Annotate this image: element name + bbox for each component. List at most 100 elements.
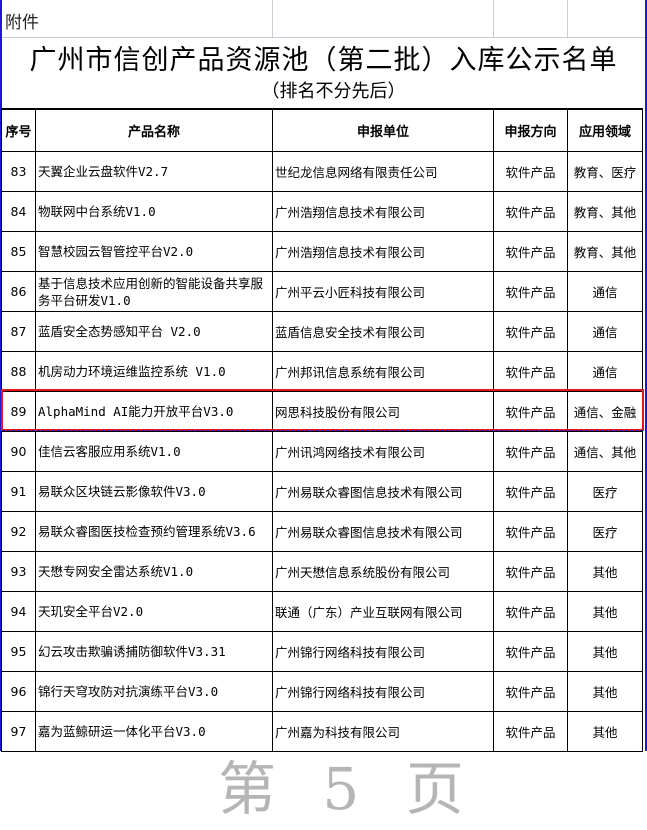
gridline bbox=[493, 0, 494, 37]
product-name: 机房动力环境运维监控系统 V1.0 bbox=[35, 351, 273, 392]
table-row: 97 嘉为蓝鲸研运一体化平台V3.0 广州嘉为科技有限公司 软件产品 其他 bbox=[1, 711, 643, 752]
col-header-company: 申报单位 bbox=[272, 108, 494, 152]
application-field: 教育、医疗 bbox=[567, 151, 643, 192]
row-no: 94 bbox=[1, 591, 36, 632]
col-header-field: 应用领域 bbox=[567, 108, 643, 152]
row-no: 95 bbox=[1, 631, 36, 672]
product-name: 嘉为蓝鲸研运一体化平台V3.0 bbox=[35, 711, 273, 752]
table-row: 86 基于信息技术应用创新的智能设备共享服务平台研发V1.0 广州平云小匠科技有限公… bbox=[1, 271, 643, 312]
page-title: 广州市信创产品资源池（第二批）入库公示名单 bbox=[29, 45, 618, 76]
selection-dashed-line bbox=[2, 430, 643, 431]
col-header-no: 序号 bbox=[1, 108, 36, 152]
application-field: 医疗 bbox=[567, 471, 643, 512]
page-watermark: 第 5 页 bbox=[218, 755, 478, 823]
row-no: 91 bbox=[1, 471, 36, 512]
table-row: 87 蓝盾安全态势感知平台 V2.0 蓝盾信息安全技术有限公司 软件产品 通信 bbox=[1, 311, 643, 352]
product-name: 天玑安全平台V2.0 bbox=[35, 591, 273, 632]
application-field: 其他 bbox=[567, 551, 643, 592]
direction: 软件产品 bbox=[493, 151, 568, 192]
page-subtitle: （排名不分先后） bbox=[261, 81, 406, 102]
table-row: 83 天翼企业云盘软件V2.7 世纪龙信息网络有限责任公司 软件产品 教育、医疗 bbox=[1, 151, 643, 192]
direction: 软件产品 bbox=[493, 231, 568, 272]
table-header: 序号 产品名称 申报单位 申报方向 应用领域 bbox=[1, 108, 643, 152]
application-field: 其他 bbox=[567, 591, 643, 632]
table-row: 92 易联众睿图医技检查预约管理系统V3.6 广州易联众睿图信息技术有限公司 软件产品… bbox=[1, 511, 643, 552]
row-no: 90 bbox=[1, 431, 36, 472]
direction: 软件产品 bbox=[493, 431, 568, 472]
direction: 软件产品 bbox=[493, 511, 568, 552]
row-no: 92 bbox=[1, 511, 36, 552]
product-name: 物联网中台系统V1.0 bbox=[35, 191, 273, 232]
attachment-label: 附件 bbox=[5, 13, 39, 33]
company-name: 广州浩翔信息技术有限公司 bbox=[272, 191, 494, 232]
application-field: 教育、其他 bbox=[567, 231, 643, 272]
product-name: 佳信云客服应用系统V1.0 bbox=[35, 431, 273, 472]
product-name: 基于信息技术应用创新的智能设备共享服务平台研发V1.0 bbox=[35, 271, 273, 312]
company-name: 联通（广东）产业互联网有限公司 bbox=[272, 591, 494, 632]
product-name: 智慧校园云智管控平台V2.0 bbox=[35, 231, 273, 272]
direction: 软件产品 bbox=[493, 711, 568, 752]
company-name: 广州易联众睿图信息技术有限公司 bbox=[272, 471, 494, 512]
product-name: AlphaMind AI能力开放平台V3.0 bbox=[35, 391, 273, 432]
gridline bbox=[567, 0, 568, 37]
attachment-row: 附件 bbox=[2, 0, 645, 38]
company-name: 广州平云小匠科技有限公司 bbox=[272, 271, 494, 312]
application-field: 其他 bbox=[567, 631, 643, 672]
product-name: 蓝盾安全态势感知平台 V2.0 bbox=[35, 311, 273, 352]
col-header-product: 产品名称 bbox=[35, 108, 273, 152]
table-row: 95 幻云攻击欺骗诱捕防御软件V3.31 广州锦行网络科技有限公司 软件产品 其他 bbox=[1, 631, 643, 672]
company-name: 广州锦行网络科技有限公司 bbox=[272, 671, 494, 712]
table-row: 85 智慧校园云智管控平台V2.0 广州浩翔信息技术有限公司 软件产品 教育、其他 bbox=[1, 231, 643, 272]
company-name: 世纪龙信息网络有限责任公司 bbox=[272, 151, 494, 192]
row-no: 86 bbox=[1, 271, 36, 312]
row-no: 84 bbox=[1, 191, 36, 232]
direction: 软件产品 bbox=[493, 591, 568, 632]
company-name: 广州讯鸿网络技术有限公司 bbox=[272, 431, 494, 472]
application-field: 其他 bbox=[567, 671, 643, 712]
direction: 软件产品 bbox=[493, 351, 568, 392]
company-name: 广州易联众睿图信息技术有限公司 bbox=[272, 511, 494, 552]
application-field: 教育、其他 bbox=[567, 191, 643, 232]
direction: 软件产品 bbox=[493, 271, 568, 312]
row-no: 85 bbox=[1, 231, 36, 272]
direction: 软件产品 bbox=[493, 551, 568, 592]
application-field: 通信 bbox=[567, 351, 643, 392]
row-no: 87 bbox=[1, 311, 36, 352]
company-name: 广州锦行网络科技有限公司 bbox=[272, 631, 494, 672]
direction: 软件产品 bbox=[493, 311, 568, 352]
table-row: 89 AlphaMind AI能力开放平台V3.0 网思科技股份有限公司 软件产品 通信… bbox=[1, 391, 643, 432]
row-no: 89 bbox=[1, 391, 36, 432]
product-name: 锦行天穹攻防对抗演练平台V3.0 bbox=[35, 671, 273, 712]
product-name: 易联众睿图医技检查预约管理系统V3.6 bbox=[35, 511, 273, 552]
application-field: 医疗 bbox=[567, 511, 643, 552]
direction: 软件产品 bbox=[493, 191, 568, 232]
product-name: 易联众区块链云影像软件V3.0 bbox=[35, 471, 273, 512]
product-name: 天懋专网安全雷达系统V1.0 bbox=[35, 551, 273, 592]
row-no: 83 bbox=[1, 151, 36, 192]
application-field: 通信、金融 bbox=[567, 391, 643, 432]
table-row: 93 天懋专网安全雷达系统V1.0 广州天懋信息系统股份有限公司 软件产品 其他 bbox=[1, 551, 643, 592]
col-header-direction: 申报方向 bbox=[493, 108, 568, 152]
product-name: 幻云攻击欺骗诱捕防御软件V3.31 bbox=[35, 631, 273, 672]
company-name: 网思科技股份有限公司 bbox=[272, 391, 494, 432]
company-name: 蓝盾信息安全技术有限公司 bbox=[272, 311, 494, 352]
company-name: 广州浩翔信息技术有限公司 bbox=[272, 231, 494, 272]
application-field: 通信 bbox=[567, 271, 643, 312]
direction: 软件产品 bbox=[493, 471, 568, 512]
direction: 软件产品 bbox=[493, 671, 568, 712]
company-name: 广州邦讯信息系统有限公司 bbox=[272, 351, 494, 392]
product-table: 序号 产品名称 申报单位 申报方向 应用领域 83 天翼企业云盘软件V2.7 世纪龙… bbox=[1, 108, 643, 752]
table-row: 91 易联众区块链云影像软件V3.0 广州易联众睿图信息技术有限公司 软件产品 医疗 bbox=[1, 471, 643, 512]
table-row: 88 机房动力环境运维监控系统 V1.0 广州邦讯信息系统有限公司 软件产品 通信 bbox=[1, 351, 643, 392]
row-no: 88 bbox=[1, 351, 36, 392]
table-row: 84 物联网中台系统V1.0 广州浩翔信息技术有限公司 软件产品 教育、其他 bbox=[1, 191, 643, 232]
application-field: 通信、其他 bbox=[567, 431, 643, 472]
row-no: 93 bbox=[1, 551, 36, 592]
application-field: 其他 bbox=[567, 711, 643, 752]
table-row: 96 锦行天穹攻防对抗演练平台V3.0 广州锦行网络科技有限公司 软件产品 其他 bbox=[1, 671, 643, 712]
row-no: 96 bbox=[1, 671, 36, 712]
gridline bbox=[272, 0, 273, 37]
table-row: 90 佳信云客服应用系统V1.0 广州讯鸿网络技术有限公司 软件产品 通信、其他 bbox=[1, 431, 643, 472]
row-no: 97 bbox=[1, 711, 36, 752]
company-name: 广州天懋信息系统股份有限公司 bbox=[272, 551, 494, 592]
